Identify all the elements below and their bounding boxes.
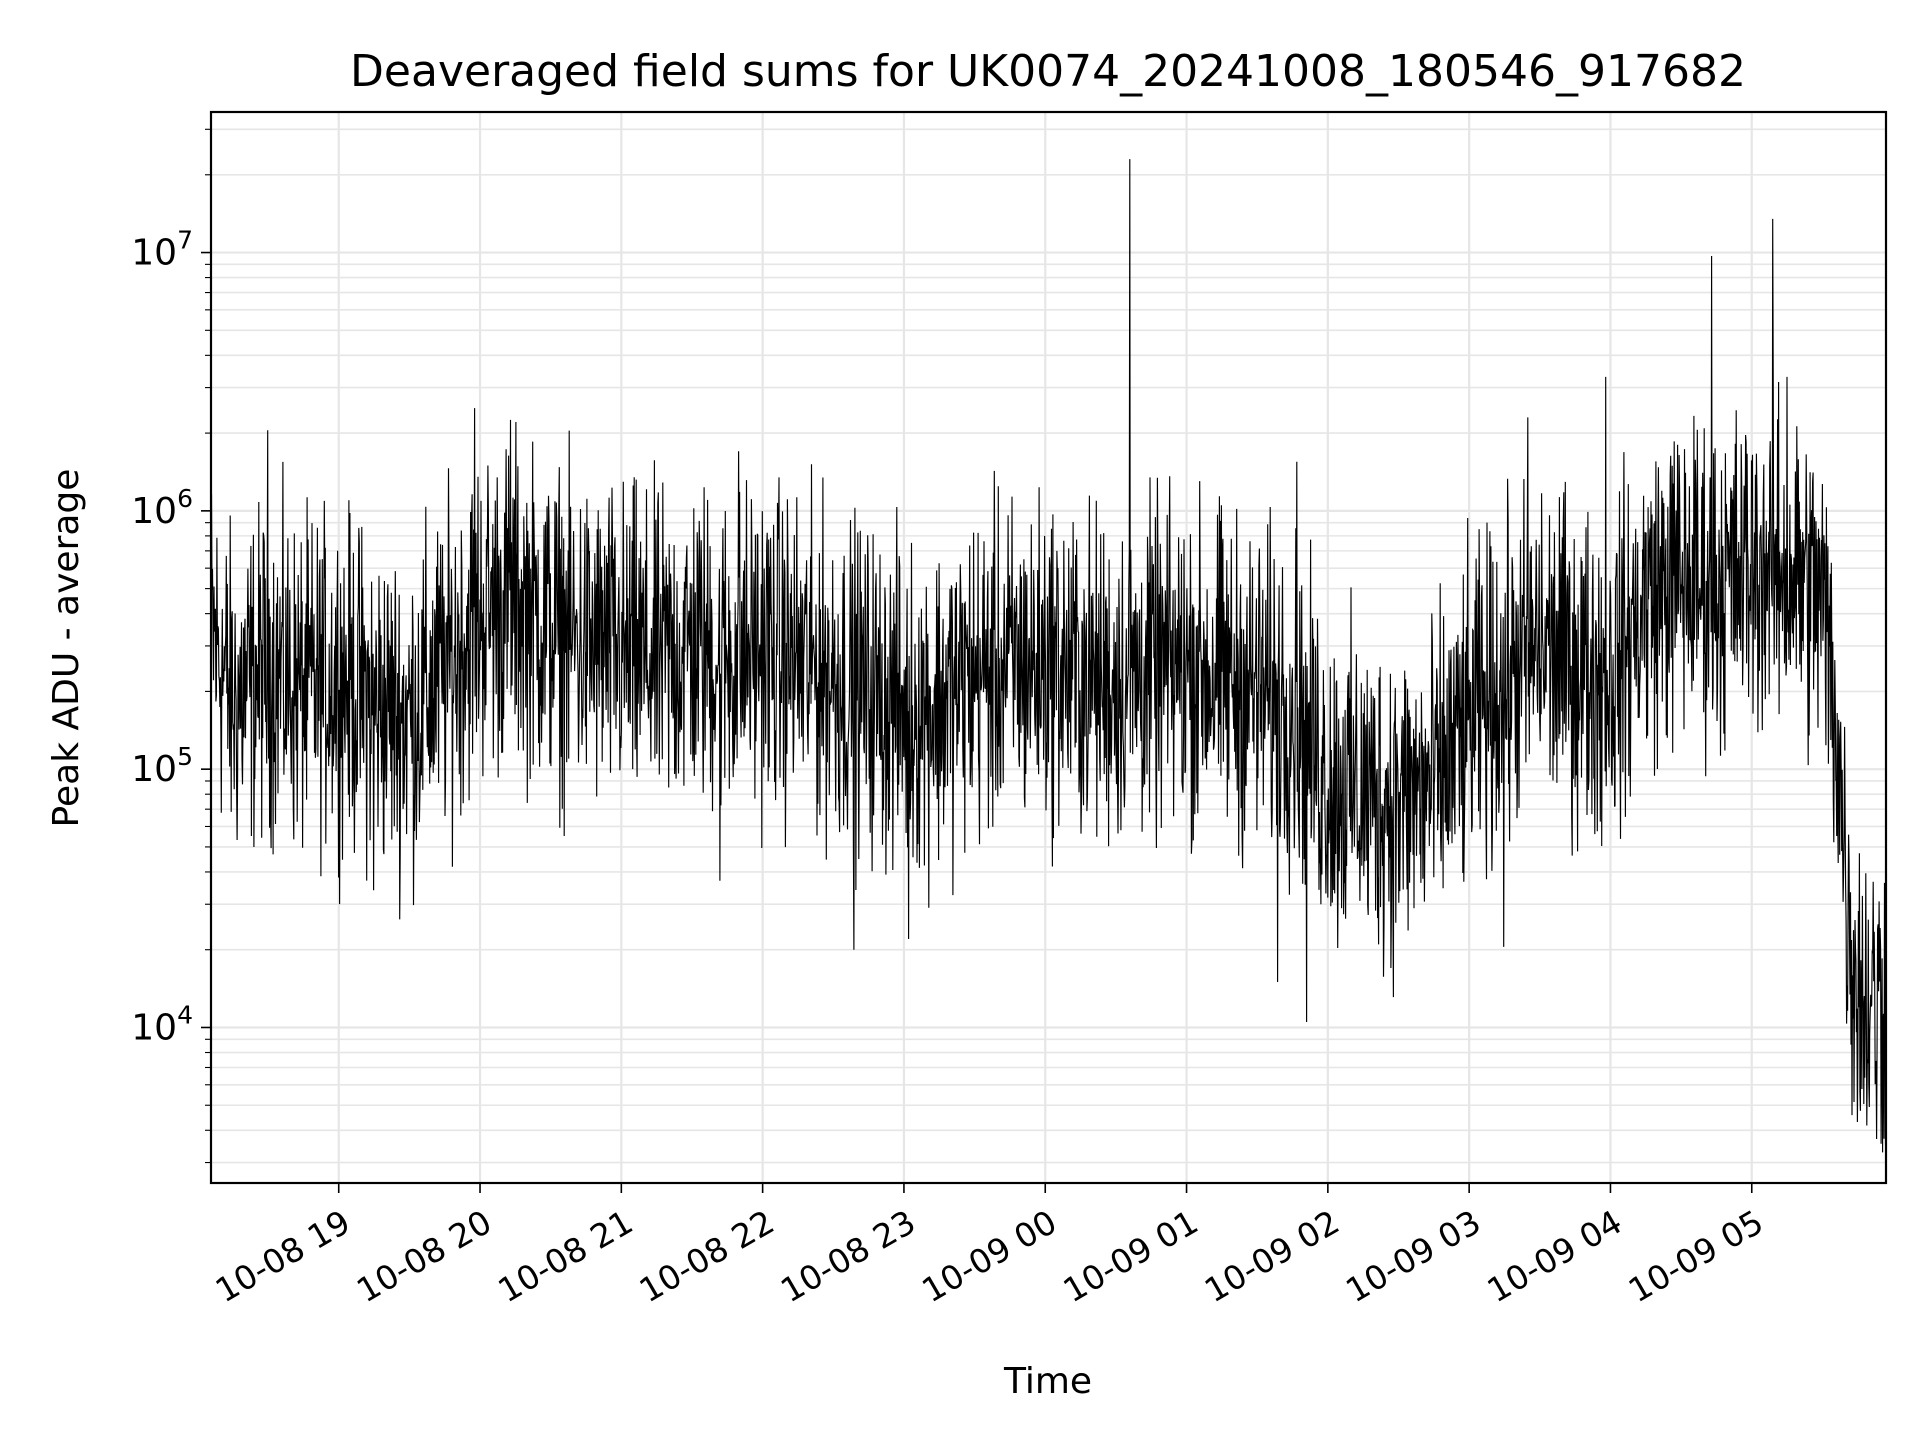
y-tick-label: 106 [131,484,193,532]
x-axis-label: Time [1003,1361,1092,1402]
y-tick-label: 104 [131,1000,193,1048]
grid [211,112,1886,1183]
y-axis-label: Peak ADU - average [46,469,87,828]
chart-title: Deaveraged field sums for UK0074_2024100… [350,46,1746,97]
plot-frame [209,110,1888,1185]
y-tick-label: 107 [131,226,193,274]
y-tick-label: 105 [131,742,193,790]
series-line [210,159,1887,1153]
series-area [210,159,1887,1153]
